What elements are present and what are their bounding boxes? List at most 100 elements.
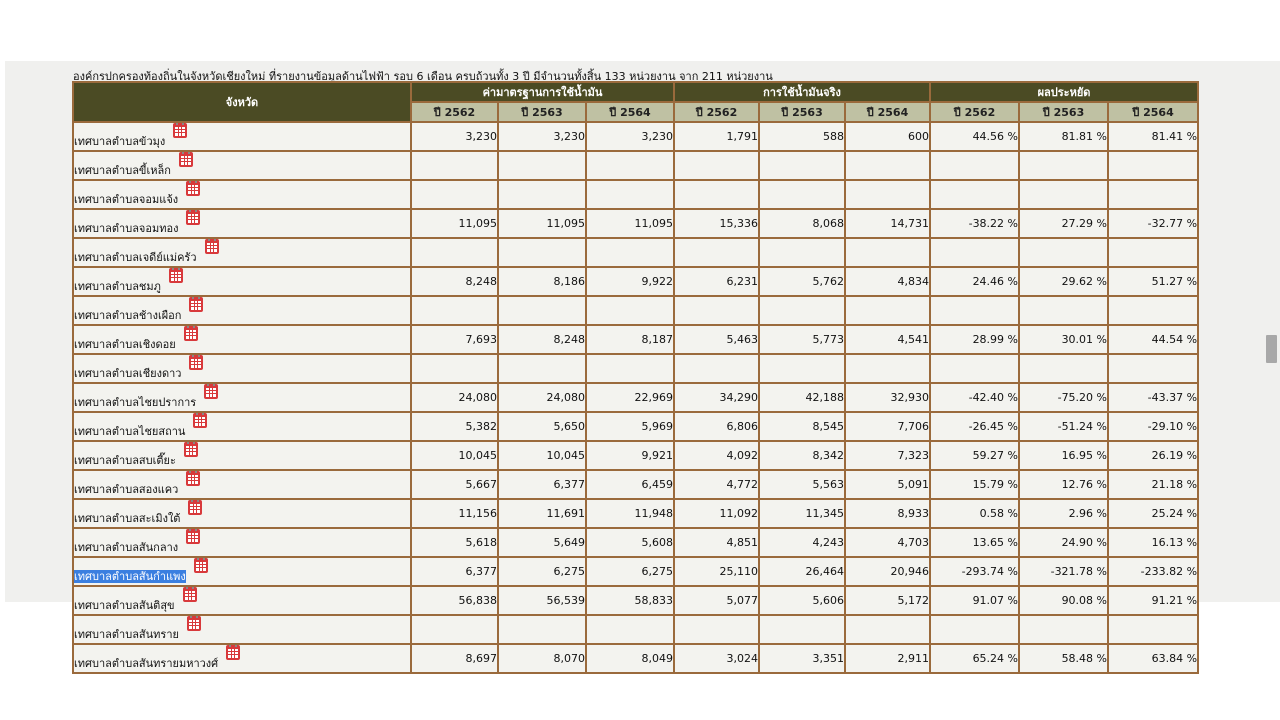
table-row: เทศบาลตำบลไชยปราการ 24,080 24,080 22,969 34,… — [72, 382, 1200, 413]
calendar-icon[interactable] — [193, 559, 208, 573]
saving-value-cell: 2.96 % — [1018, 498, 1110, 529]
standard-value-cell: 8,697 — [410, 643, 499, 674]
agency-name-link[interactable]: เทศบาลตำบลเชิงดอย — [74, 338, 176, 351]
year-header[interactable]: ปี 2563 — [1018, 101, 1110, 123]
saving-value-cell: 58.48 % — [1018, 643, 1110, 674]
table-row: เทศบาลตำบลสะเมิงใต้ 11,156 11,691 11,948 11,… — [72, 498, 1200, 529]
table-row: เทศบาลตำบลขี้เหล็ก — [72, 150, 1200, 181]
agency-name-link[interactable]: เทศบาลตำบลข้วมุง — [74, 135, 166, 148]
calendar-icon[interactable] — [186, 211, 201, 225]
agency-name-link[interactable]: เทศบาลตำบลเจดีย์แม่ครัว — [74, 251, 197, 264]
standard-value-cell: 24,080 — [497, 382, 587, 413]
calendar-icon[interactable] — [178, 153, 193, 167]
standard-value-cell: 10,045 — [497, 440, 587, 471]
agency-name-link[interactable]: เทศบาลตำบลเชียงดาว — [74, 367, 182, 380]
actual-value-cell: 5,091 — [844, 469, 932, 500]
agency-name-link[interactable]: เทศบาลตำบลไชยปราการ — [74, 396, 197, 409]
calendar-icon[interactable] — [226, 646, 241, 660]
agency-name-link[interactable]: เทศบาลตำบลสันกลาง — [74, 541, 179, 554]
standard-value-cell: 11,095 — [410, 208, 499, 239]
year-header[interactable]: ปี 2564 — [584, 101, 676, 123]
calendar-icon[interactable] — [189, 298, 204, 312]
calendar-icon[interactable] — [204, 385, 219, 399]
calendar-icon[interactable] — [186, 472, 201, 486]
actual-value-cell: 11,345 — [758, 498, 847, 529]
agency-name-link[interactable]: เทศบาลตำบลสะเมิงใต้ — [74, 512, 181, 525]
calendar-icon[interactable] — [186, 617, 201, 631]
standard-value-cell — [497, 179, 587, 210]
actual-value-cell — [844, 179, 932, 210]
standard-value-cell: 5,382 — [410, 411, 499, 442]
agency-name-cell: เทศบาลตำบลสันกำแพง — [72, 556, 412, 587]
standard-value-cell: 11,095 — [584, 208, 676, 239]
saving-value-cell — [1018, 150, 1110, 181]
year-header[interactable]: ปี 2562 — [673, 101, 761, 123]
standard-value-cell: 56,838 — [410, 585, 499, 616]
saving-value-cell: 44.56 % — [929, 121, 1021, 152]
actual-value-cell: 6,231 — [673, 266, 761, 297]
scrollbar-thumb[interactable] — [1266, 335, 1277, 363]
calendar-icon[interactable] — [188, 501, 203, 515]
calendar-icon[interactable] — [183, 443, 198, 457]
calendar-icon[interactable] — [173, 124, 188, 138]
calendar-icon[interactable] — [193, 414, 208, 428]
year-header[interactable]: ปี 2564 — [844, 101, 932, 123]
calendar-icon[interactable] — [189, 356, 204, 370]
calendar-icon[interactable] — [186, 530, 201, 544]
agency-name-link[interactable]: เทศบาลตำบลสันทรายมหาวงศ์ — [74, 657, 219, 670]
year-header[interactable]: ปี 2563 — [758, 101, 847, 123]
actual-value-cell: 25,110 — [673, 556, 761, 587]
saving-value-cell: 28.99 % — [929, 324, 1021, 355]
agency-name-cell: เทศบาลตำบลช้างเผือก — [72, 295, 412, 326]
calendar-icon[interactable] — [182, 588, 197, 602]
agency-name-link[interactable]: เทศบาลตำบลสองแคว — [74, 483, 179, 496]
standard-value-cell — [584, 614, 676, 645]
agency-name-link[interactable]: เทศบาลตำบลสันกำแพง — [74, 570, 186, 583]
agency-name-cell: เทศบาลตำบลเชิงดอย — [72, 324, 412, 355]
agency-name-link[interactable]: เทศบาลตำบลชมภู — [74, 280, 161, 293]
saving-value-cell: 65.24 % — [929, 643, 1021, 674]
agency-name-link[interactable]: เทศบาลตำบลสันติสุข — [74, 599, 175, 612]
actual-value-cell: 2,911 — [844, 643, 932, 674]
saving-value-cell — [1107, 179, 1200, 210]
table-row: เทศบาลตำบลจอมทอง 11,095 11,095 11,095 15,336… — [72, 208, 1200, 239]
year-header[interactable]: ปี 2563 — [497, 101, 587, 123]
year-header[interactable]: ปี 2564 — [1107, 101, 1200, 123]
calendar-icon[interactable] — [183, 327, 198, 341]
actual-value-cell: 1,791 — [673, 121, 761, 152]
standard-value-cell: 8,186 — [497, 266, 587, 297]
agency-name-link[interactable]: เทศบาลตำบลสันทราย — [74, 628, 179, 641]
table-row: เทศบาลตำบลสันติสุข 56,838 56,539 58,833 5,07… — [72, 585, 1200, 616]
actual-value-cell: 11,092 — [673, 498, 761, 529]
year-header[interactable]: ปี 2562 — [410, 101, 499, 123]
standard-value-cell: 3,230 — [410, 121, 499, 152]
table-row: เทศบาลตำบลเจดีย์แม่ครัว — [72, 237, 1200, 268]
agency-name-cell: เทศบาลตำบลจอมทอง — [72, 208, 412, 239]
saving-value-cell — [1018, 179, 1110, 210]
standard-value-cell: 3,230 — [497, 121, 587, 152]
agency-name-link[interactable]: เทศบาลตำบลจอมทอง — [74, 222, 179, 235]
calendar-icon[interactable] — [168, 269, 183, 283]
table-row: เทศบาลตำบลสองแคว 5,667 6,377 6,459 4,772 5,56… — [72, 469, 1200, 500]
actual-value-cell: 20,946 — [844, 556, 932, 587]
saving-value-cell: 24.90 % — [1018, 527, 1110, 558]
agency-name-link[interactable]: เทศบาลตำบลจอมแจ้ง — [74, 193, 179, 206]
agency-name-link[interactable]: เทศบาลตำบลขี้เหล็ก — [74, 164, 171, 177]
calendar-icon[interactable] — [186, 182, 201, 196]
saving-value-cell — [929, 295, 1021, 326]
province-header[interactable]: จังหวัด — [72, 81, 412, 123]
agency-name-link[interactable]: เทศบาลตำบลช้างเผือก — [74, 309, 182, 322]
actual-value-cell — [758, 237, 847, 268]
agency-name-link[interactable]: เทศบาลตำบลไชยสถาน — [74, 425, 186, 438]
saving-value-cell — [1018, 237, 1110, 268]
actual-value-cell: 5,606 — [758, 585, 847, 616]
actual-value-cell — [673, 179, 761, 210]
agency-name-link[interactable]: เทศบาลตำบลสบเตี๊ยะ — [74, 454, 176, 467]
agency-name-cell: เทศบาลตำบลเชียงดาว — [72, 353, 412, 384]
saving-value-cell: -75.20 % — [1018, 382, 1110, 413]
year-header[interactable]: ปี 2562 — [929, 101, 1021, 123]
calendar-icon[interactable] — [204, 240, 219, 254]
agency-name-cell: เทศบาลตำบลขี้เหล็ก — [72, 150, 412, 181]
standard-value-cell — [410, 150, 499, 181]
actual-value-cell: 5,463 — [673, 324, 761, 355]
